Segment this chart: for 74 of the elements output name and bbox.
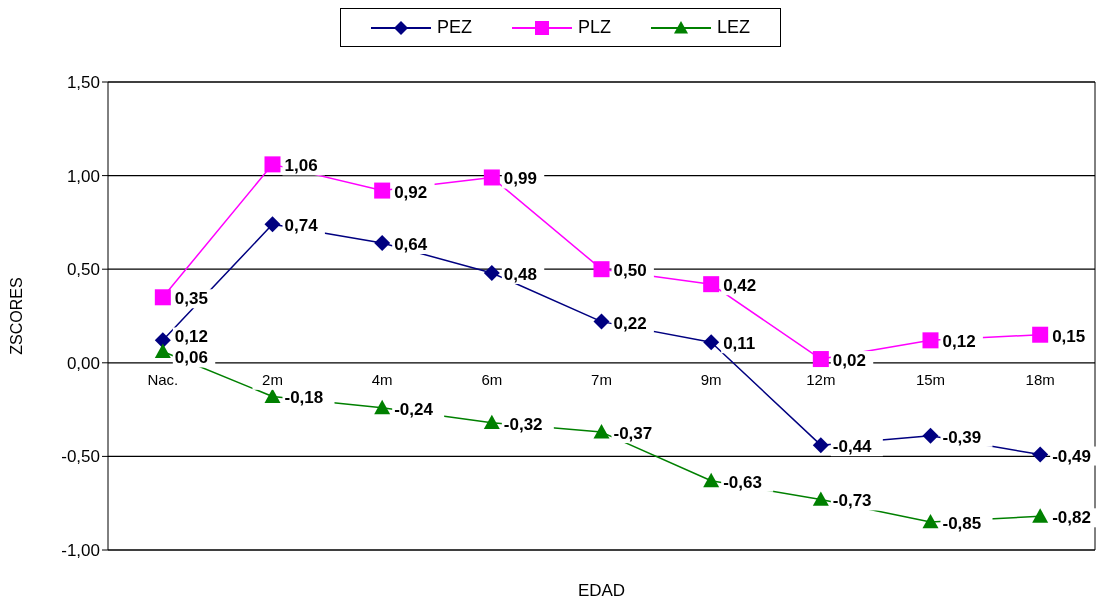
y-tick-label: -1,00: [61, 541, 100, 561]
x-tick-label: 12m: [806, 370, 836, 388]
legend-label: LEZ: [717, 17, 751, 38]
point: [1032, 508, 1049, 523]
data-label: 0,06: [174, 348, 208, 368]
point: [483, 264, 500, 281]
x-tick-label: 4m: [371, 370, 393, 388]
data-label: -0,63: [723, 472, 762, 492]
point: [374, 234, 391, 251]
point: [264, 156, 281, 173]
data-label: 0,74: [284, 216, 319, 236]
point: [703, 334, 720, 351]
y-tick-label: -0,50: [61, 447, 100, 467]
x-tick-label: 2m: [262, 370, 283, 388]
data-label: -0,39: [942, 427, 982, 447]
point: [264, 388, 281, 403]
x-tick-label: 7m: [591, 370, 612, 388]
data-label: -0,37: [613, 424, 653, 444]
x-axis-title: EDAD: [577, 581, 626, 596]
point: [1032, 326, 1049, 343]
point: [154, 289, 171, 306]
point: [922, 332, 939, 349]
point: [593, 424, 610, 439]
data-label: -0,85: [942, 513, 982, 533]
point: [922, 513, 939, 529]
data-label: -0,24: [394, 399, 434, 419]
point: [812, 437, 829, 454]
x-tick-label: 15m: [915, 370, 946, 388]
data-label: 0,02: [832, 351, 866, 371]
point: [154, 332, 171, 349]
data-label: -0,73: [832, 491, 872, 511]
y-tick-label: 0,50: [66, 260, 100, 280]
y-tick-label: 0,00: [66, 353, 100, 373]
data-label: -0,32: [503, 414, 543, 434]
point: [154, 343, 171, 358]
data-label: 0,48: [503, 264, 537, 284]
point: [264, 216, 281, 233]
point: [593, 261, 610, 278]
data-label: 0,42: [723, 276, 757, 296]
x-tick-label: 6m: [481, 370, 503, 388]
legend-label: PEZ: [436, 17, 472, 38]
point: [374, 182, 391, 199]
x-tick-label: 9m: [700, 370, 722, 388]
point: [483, 169, 500, 186]
data-label: 0,99: [503, 169, 537, 189]
data-label: 0,50: [613, 261, 647, 281]
data-label: 0,35: [174, 289, 208, 309]
data-label: -0,49: [1052, 446, 1091, 466]
point: [703, 276, 720, 293]
point: [703, 472, 720, 488]
y-tick-label: 1,50: [66, 73, 100, 93]
data-label: 0,15: [1052, 326, 1086, 346]
data-label: 0,12: [174, 327, 208, 347]
point: [1032, 446, 1049, 463]
data-label: 1,06: [284, 156, 318, 176]
point: [812, 491, 829, 506]
y-tick-label: 1,00: [66, 166, 100, 186]
point: [593, 313, 610, 330]
y-axis-title: ZSCORES: [7, 277, 25, 355]
x-tick-label: 18m: [1025, 370, 1055, 388]
data-label: -0,44: [832, 437, 873, 457]
data-label: 0,92: [394, 182, 428, 202]
data-label: 0,12: [942, 332, 976, 352]
point: [922, 427, 939, 444]
data-label: 0,22: [613, 313, 647, 333]
data-label: -0,82: [1052, 508, 1091, 528]
data-label: -0,18: [284, 388, 324, 408]
x-tick-label: Nac.: [147, 370, 179, 388]
point: [483, 414, 500, 430]
point: [812, 351, 829, 368]
legend-label: PLZ: [577, 17, 611, 38]
data-label: 0,64: [394, 234, 428, 254]
data-label: 0,11: [723, 334, 756, 354]
point: [374, 399, 391, 415]
